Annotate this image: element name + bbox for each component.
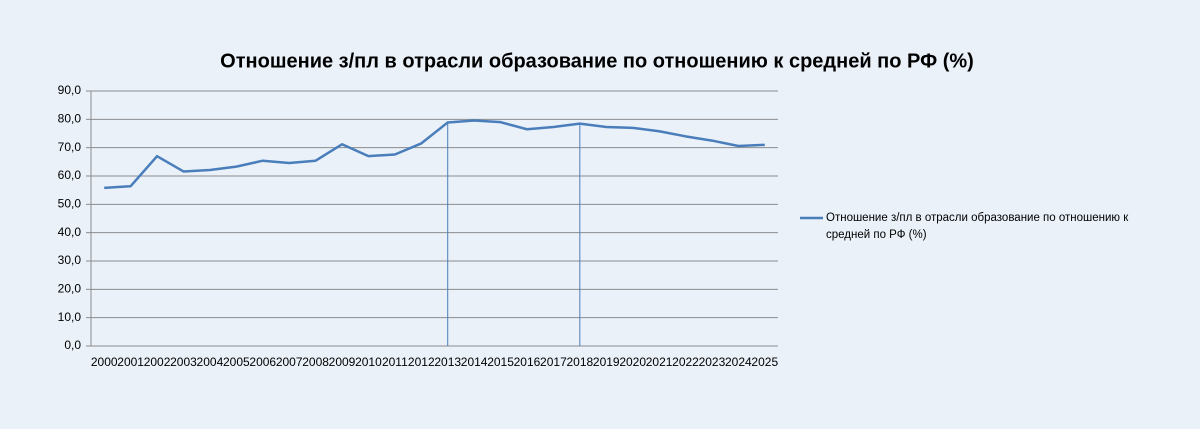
y-tick-label: 0,0 <box>64 338 81 352</box>
y-tick-label: 60,0 <box>58 168 82 182</box>
y-tick-label: 90,0 <box>58 83 82 97</box>
x-tick-label: 2017 <box>540 355 567 369</box>
x-tick-label: 2005 <box>223 355 250 369</box>
x-tick-label: 2004 <box>197 355 224 369</box>
legend-label: Отношение з/пл в отрасли образование по … <box>826 212 1129 241</box>
x-tick-label: 2012 <box>408 355 435 369</box>
x-tick-label: 2008 <box>302 355 329 369</box>
x-tick-label: 2020 <box>619 355 646 369</box>
x-tick-label: 2009 <box>329 355 356 369</box>
x-tick-label: 2024 <box>725 355 752 369</box>
y-tick-label: 70,0 <box>58 140 82 154</box>
y-tick-label: 40,0 <box>58 225 82 239</box>
x-tick-label: 2021 <box>646 355 673 369</box>
x-tick-label: 2019 <box>593 355 620 369</box>
x-tick-label: 2016 <box>514 355 541 369</box>
x-tick-label: 2001 <box>117 355 144 369</box>
x-tick-label: 2023 <box>699 355 726 369</box>
x-tick-label: 2022 <box>672 355 699 369</box>
x-tick-label: 2018 <box>566 355 593 369</box>
x-tick-label: 2006 <box>249 355 276 369</box>
x-tick-label: 2013 <box>434 355 461 369</box>
y-tick-label: 80,0 <box>58 112 82 126</box>
x-tick-label: 2010 <box>355 355 382 369</box>
x-tick-label: 2002 <box>144 355 171 369</box>
x-tick-label: 2007 <box>276 355 303 369</box>
y-tick-label: 30,0 <box>58 253 82 267</box>
x-tick-label: 2014 <box>461 355 488 369</box>
y-tick-label: 20,0 <box>58 282 82 296</box>
x-tick-label: 2015 <box>487 355 514 369</box>
x-tick-label: 2003 <box>170 355 197 369</box>
y-tick-label: 10,0 <box>58 310 82 324</box>
series-line <box>104 119 765 190</box>
chart-title: Отношение з/пл в отрасли образование по … <box>220 50 974 72</box>
x-tick-label: 2000 <box>91 355 118 369</box>
x-tick-label: 2025 <box>751 355 778 369</box>
x-tick-label: 2011 <box>382 355 408 369</box>
y-tick-label: 50,0 <box>58 197 82 211</box>
